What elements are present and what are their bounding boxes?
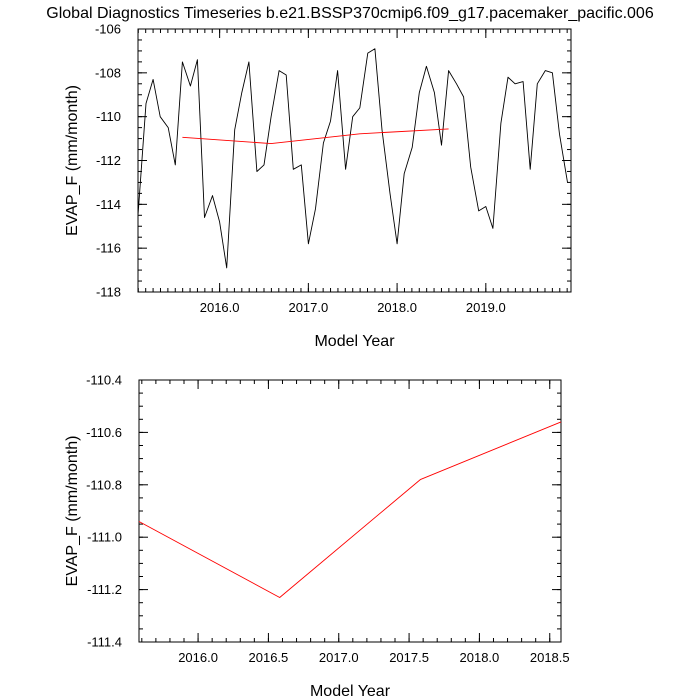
y-tick-label: -108 (95, 65, 121, 80)
x-tick-label: 2017.5 (389, 650, 429, 665)
x-tick-label: 2016.0 (178, 650, 218, 665)
x-tick-label: 2019.0 (466, 300, 506, 315)
y-tick-label: -110.4 (86, 373, 122, 388)
y-axis-label: EVAP_F (mm/month) (64, 85, 81, 236)
y-tick-label: -106 (95, 22, 121, 37)
y-tick-label: -110.6 (86, 425, 122, 440)
y-tick-label: -111.0 (87, 530, 122, 545)
monthly-line (137, 48, 568, 269)
x-axis-label: Model Year (310, 683, 391, 700)
x-tick-label: 2018.5 (530, 650, 570, 665)
x-tick-label: 2017.0 (319, 650, 359, 665)
x-tick-label: 2017.0 (288, 300, 328, 315)
x-tick-label: 2016.5 (249, 650, 289, 665)
y-tick-label: -111.2 (87, 582, 122, 597)
y-tick-label: -110.8 (86, 477, 122, 492)
figure-title: Global Diagnostics Timeseries b.e21.BSSP… (46, 5, 654, 22)
top-panel: 2016.0 2017.0 2018.0 2019.0 -118 -116 -114 -112… (64, 22, 572, 350)
annual-mean-line (138, 421, 562, 598)
y-tick-label: -111.4 (87, 635, 122, 650)
bottom-panel: 2016.0 2016.5 2017.0 2017.5 2018.0 2018.5 -111… (64, 373, 570, 700)
x-tick-label: 2016.0 (200, 300, 240, 315)
y-tick-label: -118 (96, 285, 121, 300)
x-tick-label: 2018.0 (377, 300, 417, 315)
y-tick-label: -112 (96, 153, 121, 168)
x-tick-label: 2018.0 (460, 650, 500, 665)
plot-frame (137, 28, 572, 293)
y-axis-label: EVAP_F (mm/month) (64, 436, 81, 587)
x-axis-label: Model Year (314, 333, 395, 350)
plot-frame (138, 379, 562, 643)
y-tick-label: -116 (96, 241, 121, 256)
y-tick-label: -110 (96, 109, 121, 124)
annual-mean-line (182, 128, 449, 145)
y-tick-label: -114 (96, 197, 121, 212)
